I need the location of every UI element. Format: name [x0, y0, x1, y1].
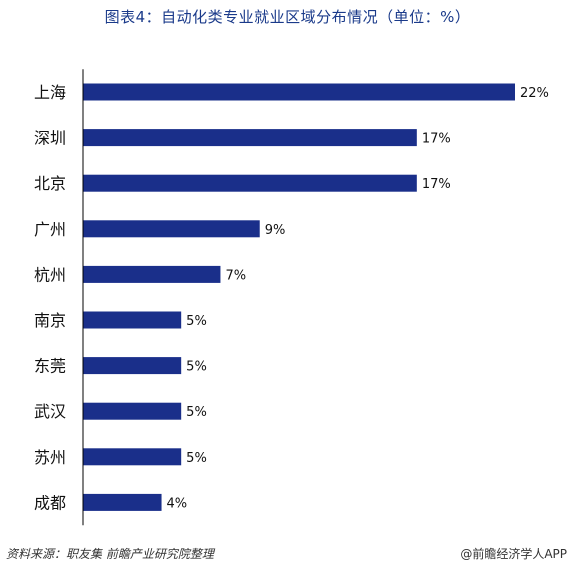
brand-credit: @前瞻经济学人APP [460, 547, 567, 561]
bar-7 [83, 402, 182, 420]
category-label-8: 苏州 [34, 448, 66, 467]
value-label-1: 17% [422, 132, 451, 147]
category-label-4: 杭州 [34, 265, 66, 284]
bar-9 [83, 493, 162, 511]
category-label-9: 成都 [34, 493, 66, 512]
bar-0 [83, 83, 515, 101]
value-label-4: 7% [225, 268, 246, 283]
chart-title: 图表4：自动化类专业就业区域分布情况（单位：%） [104, 8, 471, 26]
value-label-7: 5% [186, 405, 207, 420]
bar-1 [83, 129, 417, 147]
value-label-3: 9% [265, 223, 286, 238]
bar-4 [83, 265, 221, 283]
category-label-5: 南京 [34, 311, 66, 330]
bar-6 [83, 357, 182, 375]
category-label-6: 东莞 [34, 357, 66, 376]
category-label-3: 广州 [34, 220, 66, 239]
value-label-6: 5% [186, 360, 207, 375]
bar-8 [83, 448, 182, 466]
bars-layer [83, 83, 515, 511]
value-labels-layer: 22% 17% 17% 9% 7% 5% 5% 5% 5% 4% [167, 86, 549, 511]
category-label-2: 北京 [34, 174, 66, 193]
bar-2 [83, 174, 417, 192]
source-note: 资料来源：职友集 前瞻产业研究院整理 [6, 547, 214, 561]
bar-5 [83, 311, 182, 329]
category-label-1: 深圳 [34, 129, 66, 148]
category-label-7: 武汉 [34, 402, 66, 421]
value-label-5: 5% [186, 314, 207, 329]
value-label-0: 22% [520, 86, 549, 101]
bar-3 [83, 220, 260, 238]
value-label-9: 4% [167, 496, 188, 511]
value-label-8: 5% [186, 451, 207, 466]
category-label-0: 上海 [34, 83, 66, 102]
value-label-2: 17% [422, 177, 451, 192]
